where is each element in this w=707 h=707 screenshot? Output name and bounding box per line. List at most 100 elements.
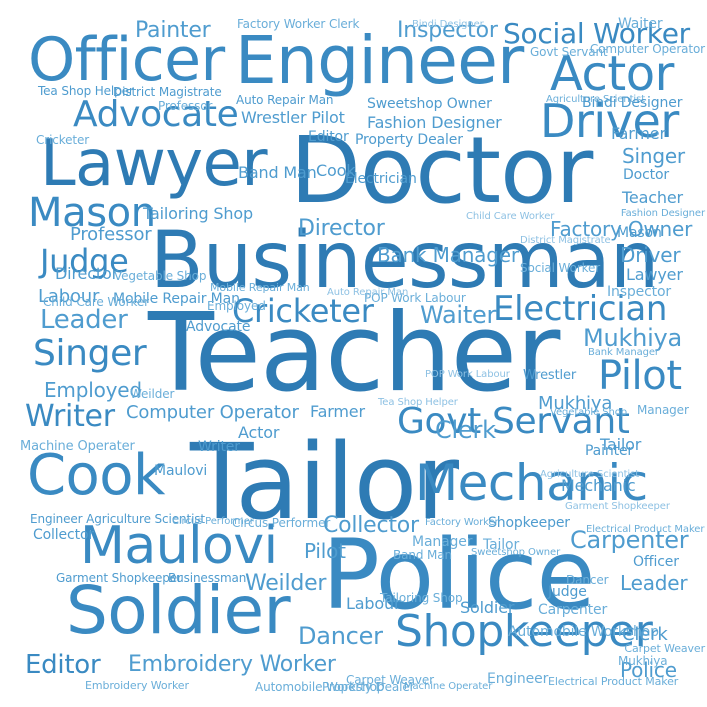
word-mobile-repair-man: Mobile Repair Man	[113, 291, 240, 307]
word-collector: Collector	[323, 513, 419, 538]
word-businessman: Businessman	[150, 216, 659, 306]
word-social-worker: Social Worker	[520, 261, 601, 275]
word-mechanic: Mechanic	[415, 454, 648, 512]
word-mason: Mason	[617, 225, 662, 241]
word-bank-manager: Bank Manager	[588, 347, 659, 358]
word-writer: Writer	[198, 439, 240, 455]
word-machine-operater: Machine Operater	[20, 439, 135, 454]
word-engineer: Engineer	[235, 22, 524, 99]
word-labour: Labour	[38, 286, 100, 307]
word-pop-work-labour: POP Work Labour	[364, 291, 466, 305]
word-dancer: Dancer	[298, 622, 383, 650]
word-sweetshop-owner: Sweetshop Owner	[471, 547, 561, 558]
word-waiter: Waiter	[618, 16, 663, 32]
word-mobile-repair-man: Mobile Repair Man	[210, 281, 310, 294]
word-computer-operator: Computer Operator	[589, 42, 705, 56]
word-embroidery-worker: Embroidery Worker	[128, 652, 336, 677]
word-mason: Mason	[28, 190, 156, 236]
word-govt-servant: Govt Servant	[397, 401, 630, 442]
word-factory-worker-clerk: Factory Worker Clerk	[237, 17, 360, 31]
word-actor: Actor	[550, 46, 674, 102]
word-judge: Judge	[548, 584, 587, 600]
word-businessman: Businessman	[168, 571, 247, 585]
word-garment-shopkeeper: Garment Shopkeeper	[56, 571, 182, 585]
word-mukhiya: Mukhiya	[538, 393, 613, 414]
word-painter: Painter	[135, 18, 211, 43]
word-singer: Singer	[622, 144, 685, 168]
word-employed: Employed	[44, 378, 142, 402]
word-fashion-designer: Fashion Designer	[620, 208, 705, 219]
word-electrician: Electrician	[345, 171, 417, 187]
word-shopkeeper: Shopkeeper	[488, 515, 570, 531]
word-judge: Judge	[40, 242, 129, 280]
word-professor: Professor	[158, 99, 213, 113]
word-property-dealer: Property Dealer	[355, 132, 463, 148]
word-writer: Writer	[25, 399, 115, 434]
word-vegetable-shop: Vegetable Shop	[114, 269, 207, 283]
word-cook: Cook	[27, 443, 165, 508]
word-leader: Leader	[620, 571, 688, 595]
word-doctor: Doctor	[290, 117, 593, 224]
word-garment-shopkeeper: Garment Shopkeeper	[565, 501, 670, 512]
word-engineer-agriculture-scientist: Engineer Agriculture Scientist	[30, 512, 205, 526]
word-waiter: Waiter	[420, 301, 497, 329]
word-factory-worker: Factory Worker	[425, 517, 499, 528]
word-child-care-worker: Child Care Worker	[43, 295, 149, 309]
word-dancer: Dancer	[566, 573, 609, 587]
word-govt-servant: Govt Servant	[530, 45, 608, 59]
word-tea-shop-helper: Tea Shop Helper	[378, 397, 458, 408]
word-agriculture-scientist: Agriculture Scientist	[540, 469, 640, 480]
word-lawyer: Lawyer	[40, 127, 268, 201]
word-director: Director	[298, 216, 385, 241]
word-tailor: Tailor	[600, 435, 642, 454]
word-soldier: Soldier	[460, 598, 515, 617]
word-automobile-workshop: Automobile Workshop	[255, 680, 385, 694]
word-pilot: Pilot	[598, 353, 682, 399]
word-farmer: Farmer	[611, 124, 666, 143]
word-clerk: Clerk	[435, 416, 496, 444]
word-police: Police	[620, 658, 677, 682]
word-band-man: Band Man	[238, 163, 317, 182]
word-social-worker: Social Worker	[503, 17, 690, 50]
word-weilder: Weilder	[245, 571, 327, 596]
word-auto-repair-man: Auto Repair Man	[236, 93, 334, 107]
word-factory-owner: Factory Owner	[550, 217, 693, 241]
word-computer-operator: Computer Operator	[126, 402, 299, 423]
word-child-care-worker: Child Care Worker	[466, 211, 555, 222]
word-carpet-weaver: Carpet Weaver	[346, 673, 434, 687]
word-maulovi: Maulovi	[80, 516, 278, 576]
word-pilot: Pilot	[304, 539, 346, 563]
word-electrical-product-maker: Electrical Product Maker	[548, 675, 679, 688]
word-embroidery-worker: Embroidery Worker	[85, 679, 189, 692]
word-teacher: Teacher	[622, 188, 683, 207]
word-property-dealer: Property Dealer	[322, 680, 415, 694]
word-inspector: Inspector	[397, 18, 498, 43]
word-driver: Driver	[620, 243, 681, 267]
word-circus-performer: Circus Performer	[172, 516, 254, 527]
word-editor: Editor	[308, 129, 349, 145]
word-sweetshop-owner: Sweetshop Owner	[367, 96, 492, 112]
word-automobile-workshop: Automobile Workshop	[508, 624, 659, 640]
word-driver: Driver	[540, 94, 679, 148]
word-manager: Manager	[637, 403, 689, 417]
word-shopkeeper: Shopkeeper	[395, 606, 653, 657]
word-inspector: Inspector	[607, 284, 672, 300]
word-carpenter: Carpenter	[538, 602, 608, 618]
word-mechanic: Mechanic	[561, 476, 636, 495]
word-tailor: Tailor	[190, 421, 459, 543]
word-auto-repair-man: Auto Repair Man	[327, 287, 409, 298]
word-lawyer: Lawyer	[626, 265, 683, 284]
word-employed: Employed	[207, 299, 266, 313]
word-electrical-product-maker: Electrical Product Maker	[586, 524, 705, 535]
word-soldier: Soldier	[66, 572, 291, 649]
word-electrician: Electrician	[493, 289, 668, 329]
word-advocate: Advocate	[186, 319, 251, 335]
word-tailoring-shop: Tailoring Shop	[380, 591, 463, 605]
word-mukhiya: Mukhiya	[583, 324, 682, 352]
word-circus-performer: Circus Performer	[232, 516, 331, 530]
word-advocate: Advocate	[73, 94, 239, 135]
word-wrestler: Wrestler	[523, 368, 577, 383]
word-police: Police	[322, 519, 596, 631]
word-teacher: Teacher	[148, 291, 560, 416]
